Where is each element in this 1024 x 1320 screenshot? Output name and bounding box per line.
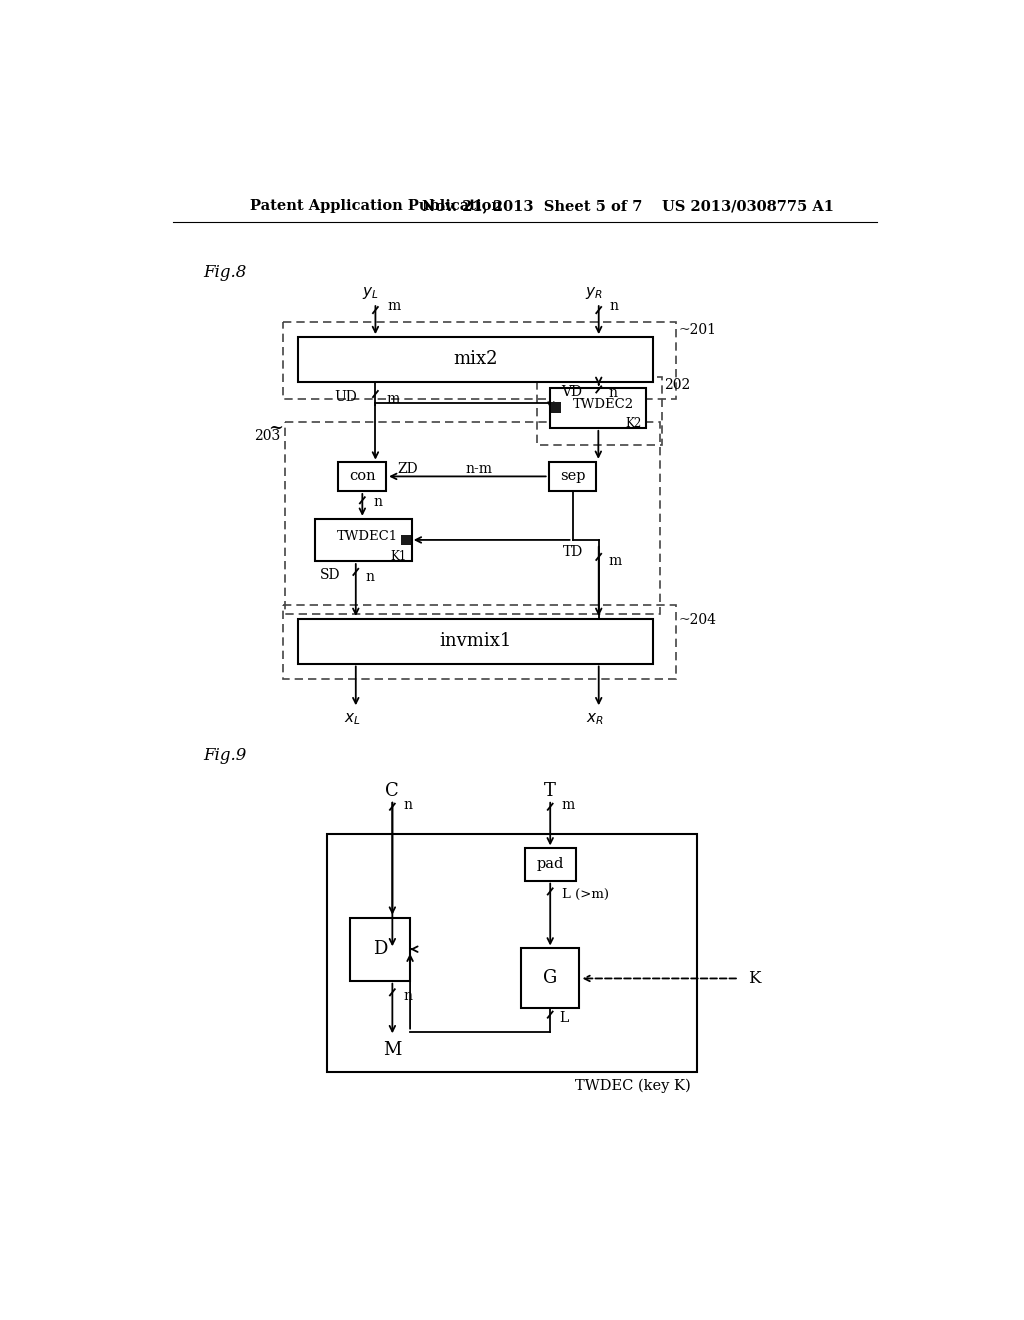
Bar <box>285 422 659 614</box>
Bar <box>521 948 580 1008</box>
Bar <box>283 322 676 400</box>
Text: con: con <box>349 470 376 483</box>
Text: ~: ~ <box>268 418 283 437</box>
Bar <box>550 388 646 428</box>
Text: T: T <box>545 783 556 800</box>
Text: m: m <box>562 799 575 812</box>
Text: K: K <box>749 970 761 987</box>
Text: TWDEC1: TWDEC1 <box>337 529 398 543</box>
Text: C: C <box>385 783 399 800</box>
Text: Fig.8: Fig.8 <box>204 264 247 281</box>
Text: mix2: mix2 <box>454 350 498 368</box>
Text: pad: pad <box>537 858 564 871</box>
Bar <box>551 403 561 412</box>
Text: K2: K2 <box>626 417 642 430</box>
Text: ~204: ~204 <box>678 614 716 627</box>
Text: L (>m): L (>m) <box>562 888 608 902</box>
Text: ZD: ZD <box>397 462 418 475</box>
Text: K1: K1 <box>391 550 407 564</box>
Text: 203: 203 <box>254 429 280 442</box>
Text: n: n <box>373 495 382 508</box>
Text: UD: UD <box>334 391 357 404</box>
Text: US 2013/0308775 A1: US 2013/0308775 A1 <box>662 199 834 213</box>
Text: VD: VD <box>561 385 582 400</box>
Text: $x_L$: $x_L$ <box>344 711 360 727</box>
Text: $x_R$: $x_R$ <box>586 711 604 727</box>
Text: Fig.9: Fig.9 <box>204 747 247 764</box>
Text: sep: sep <box>560 470 586 483</box>
Text: SD: SD <box>319 568 340 582</box>
Text: TWDEC (key K): TWDEC (key K) <box>574 1078 690 1093</box>
Text: G: G <box>543 969 557 987</box>
Bar <box>327 834 696 1072</box>
Text: Nov. 21, 2013  Sheet 5 of 7: Nov. 21, 2013 Sheet 5 of 7 <box>422 199 642 213</box>
Text: m: m <box>386 392 399 405</box>
Bar <box>283 605 676 678</box>
Bar <box>298 337 652 381</box>
Text: 202: 202 <box>665 378 690 392</box>
Text: m: m <box>388 300 401 313</box>
Bar <box>315 519 412 561</box>
Bar <box>549 462 596 491</box>
Text: n: n <box>609 300 618 313</box>
Text: TWDEC2: TWDEC2 <box>573 399 634 412</box>
Text: M: M <box>383 1041 401 1059</box>
Text: n: n <box>366 569 375 583</box>
Text: Patent Application Publication: Patent Application Publication <box>250 199 502 213</box>
Text: L: L <box>559 1011 568 1024</box>
Bar <box>350 917 410 981</box>
Bar <box>524 849 575 880</box>
Text: n: n <box>403 799 413 812</box>
Text: $y_L$: $y_L$ <box>362 285 379 301</box>
Text: invmix1: invmix1 <box>439 632 512 651</box>
Text: ~201: ~201 <box>678 323 716 337</box>
Text: n: n <box>403 989 412 1003</box>
Bar <box>400 535 411 545</box>
Text: m: m <box>608 554 622 569</box>
Text: $y_R$: $y_R$ <box>585 285 603 301</box>
Text: TD: TD <box>563 545 584 560</box>
Bar <box>538 378 662 445</box>
Text: D: D <box>373 940 387 958</box>
Bar <box>298 619 652 664</box>
Bar <box>339 462 386 491</box>
Text: n-m: n-m <box>466 462 493 475</box>
Text: n: n <box>608 387 616 400</box>
